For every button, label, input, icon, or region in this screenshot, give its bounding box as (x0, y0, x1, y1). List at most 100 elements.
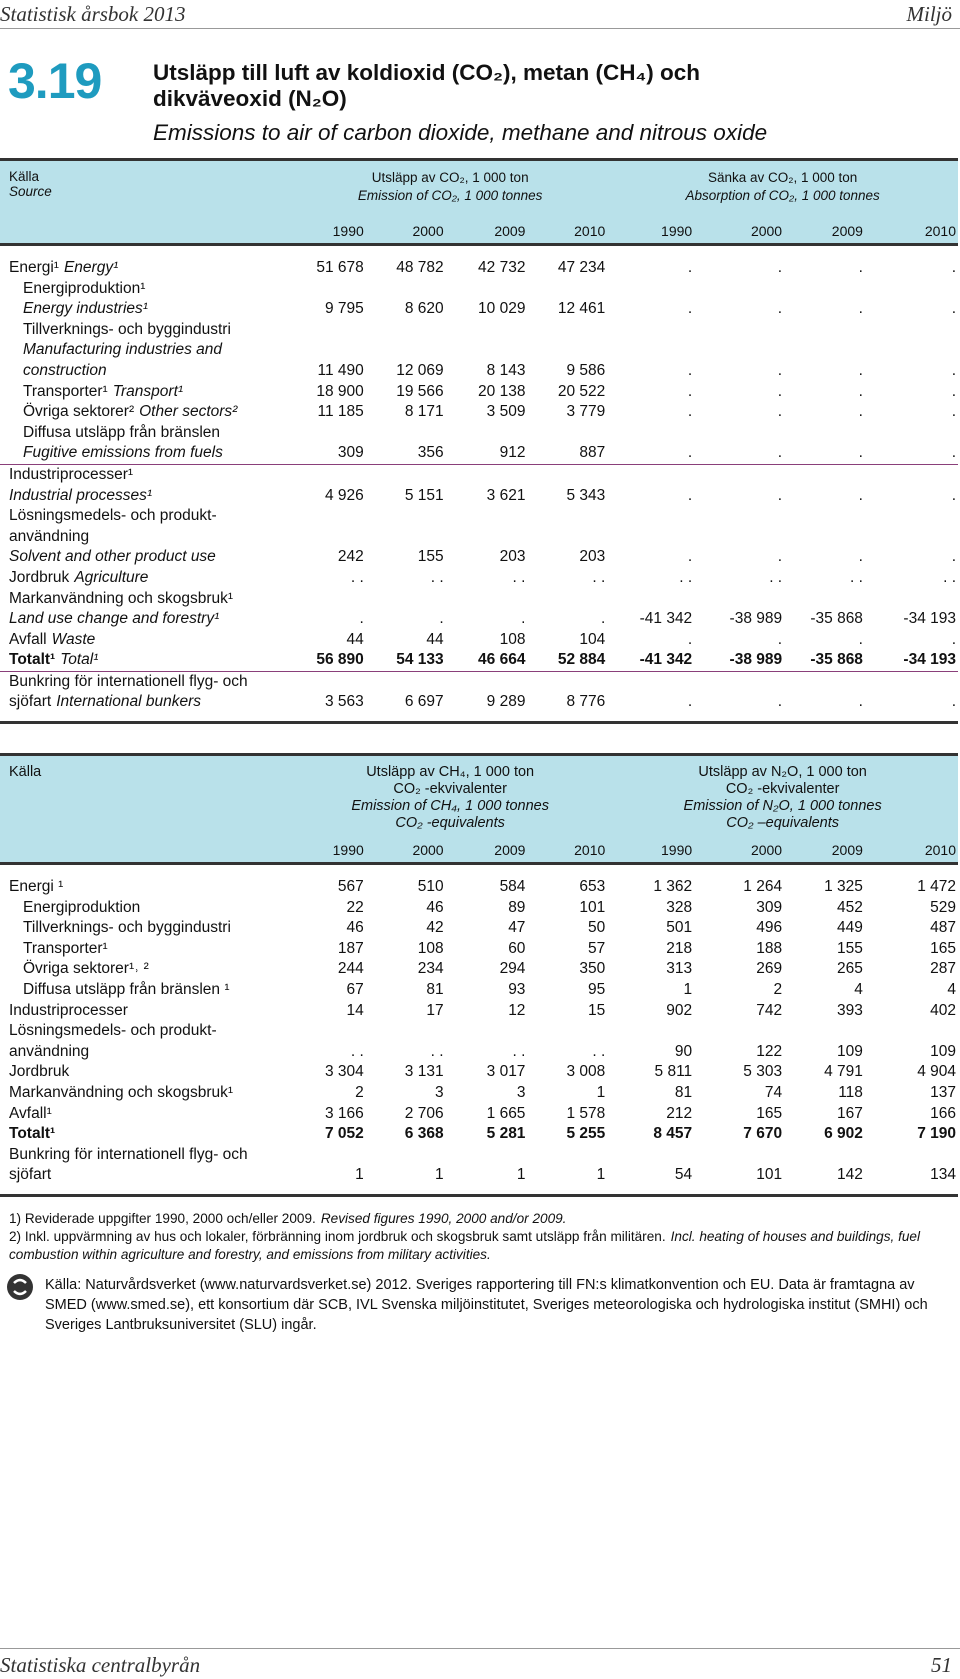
label-en: Fugitive emissions from fuels (23, 444, 223, 462)
cell-value: . . (430, 1042, 444, 1060)
cell-value: 203 (499, 548, 526, 566)
cell-value: . . (679, 568, 693, 586)
cell-value: . . (592, 568, 606, 586)
label-line: Bunkring för internationell flyg- och (9, 672, 293, 693)
cell-value: 5 151 (404, 486, 444, 504)
source: Källa: Naturvårdsverket (www.naturvardsv… (45, 1277, 928, 1333)
label-sv: sjöfart (9, 693, 52, 711)
cell-value: . (858, 548, 863, 566)
cell-value: 56 890 (293, 650, 366, 672)
cell-value: 95 (588, 980, 606, 998)
publisher: Statistiska centralbyrån (0, 1653, 201, 1677)
cell-value: 118 (838, 1083, 863, 1101)
cell-value: 449 (837, 919, 863, 937)
cell-value: 3 621 (486, 486, 526, 504)
row-label: Transporter¹ Transport¹ (0, 382, 293, 403)
cell-value: 155 (417, 548, 444, 566)
cell-value: 74 (764, 1083, 783, 1101)
group-label: Utsläpp av CH₄, 1 000 ton (366, 764, 535, 780)
cell-value: 90 (674, 1042, 693, 1060)
cell-value: 3 509 (486, 403, 526, 421)
cell-value: 42 (426, 919, 444, 937)
year-row: 1990 2000 2009 2010 1990 2000 2009 2010 (0, 832, 958, 864)
cell-value: 101 (756, 1166, 783, 1184)
row-label: Avfall¹ (0, 1104, 293, 1125)
cell-value: 510 (417, 878, 444, 895)
row-label: Diffusa utsläpp från bränslen Fugitive em… (0, 422, 294, 465)
row: Transporter¹ Transport¹ 18 900 19 566 20 138… (0, 382, 958, 403)
cell-value: 452 (837, 898, 863, 916)
cell-value: 9 795 (325, 300, 364, 318)
cell-value: . (858, 630, 863, 648)
cell-value: -38 989 (729, 610, 783, 628)
footnotes: 1) Reviderade uppgifter 1990, 2000 och/e… (9, 1210, 949, 1264)
cell-value: . (951, 693, 956, 711)
label-line: Lösningsmedels- och produkt- (9, 1021, 293, 1042)
cell-value: 166 (930, 1104, 956, 1122)
row-label: Totalt¹ Total¹ (0, 650, 294, 672)
label-sv: Lösningsmedels- och produkt- (9, 507, 217, 525)
label-en: Other sectors² (139, 403, 238, 421)
cell-value: 402 (930, 1001, 956, 1019)
cell-value: 108 (499, 630, 526, 648)
cell-value: 187 (337, 939, 364, 957)
footnote-en: Revised figures 1990, 2000 and/or 2009. (320, 1211, 567, 1226)
cell-value: 3 779 (566, 403, 606, 421)
cell-value: 42 732 (478, 259, 526, 276)
label-sv: användning (9, 1042, 90, 1060)
cell-value: 1 665 (486, 1104, 526, 1122)
cell-value: 887 (527, 422, 608, 465)
cell-value: 1 325 (824, 878, 863, 895)
footnote-sv: 1) Reviderade uppgifter 1990, 2000 och/e… (9, 1211, 316, 1226)
cell-value: -34 193 (864, 650, 958, 672)
cell-value: 294 (499, 960, 526, 978)
cell-value: 10 029 (478, 300, 526, 318)
cell-value: 7 190 (917, 1125, 956, 1143)
cell-value: 108 (417, 939, 444, 957)
cell-value: 57 (588, 939, 606, 957)
row: Bunkring för internationell flyg- och sjö… (0, 671, 958, 722)
cell-value: . (687, 403, 693, 421)
cell-value: . . (350, 1042, 364, 1060)
cell-value: 12 069 (396, 361, 444, 379)
row-label: Transporter¹ (0, 939, 293, 960)
cell-value: 2 (773, 980, 783, 998)
cell-value: . (439, 610, 444, 628)
cell-value: . (858, 361, 863, 379)
year: 1990 (661, 223, 693, 239)
icon-mark (13, 1278, 27, 1296)
label-sv: Energiproduktion (23, 898, 141, 916)
label-sv: Transporter¹ (23, 382, 108, 400)
label-line: Energy industries¹ (9, 299, 293, 320)
cell-value: . (521, 610, 526, 628)
cell-value: 9 586 (566, 361, 606, 379)
cell-value: 309 (293, 422, 366, 465)
label-line: Solvent and other product use (9, 547, 293, 568)
cell-value: 902 (666, 1001, 693, 1019)
group-header: Utsläpp av N₂O, 1 000 ton CO₂ -ekvivalent… (607, 755, 958, 833)
label-sv: Jordbruk (9, 568, 70, 586)
cell-value: 356 (365, 422, 446, 465)
cell-value: 1 (516, 1166, 526, 1184)
row: Övriga sektorer¹˒ ² 244 234 294 350 313 269 265… (0, 959, 958, 980)
label-en: Industrial processes¹ (9, 486, 153, 504)
cell-value: . (777, 630, 783, 648)
cell-value: 15 (588, 1001, 606, 1019)
cell-value: . (858, 300, 863, 318)
cell-value: 567 (337, 878, 364, 895)
blank (0, 832, 293, 864)
row-label: Industriprocesser (0, 1001, 293, 1022)
year: 2009 (494, 842, 526, 858)
year: 2000 (750, 223, 783, 239)
label-sv: Transporter¹ (23, 939, 108, 957)
cell-value: 4 (947, 980, 956, 998)
cell-value: 46 (346, 919, 364, 937)
row-label: Diffusa utsläpp från bränslen ¹ (0, 980, 293, 1001)
cell-value: 122 (756, 1042, 783, 1060)
cell-value: 60 (508, 939, 526, 957)
label-line: Fugitive emissions from fuels (9, 443, 293, 464)
row: Avfall¹ 3 166 2 706 1 665 1 578 212 165 167 166 (0, 1104, 958, 1125)
table-header: Källa Utsläpp av CH₄, 1 000 ton CO₂ -ekviv… (0, 754, 958, 864)
